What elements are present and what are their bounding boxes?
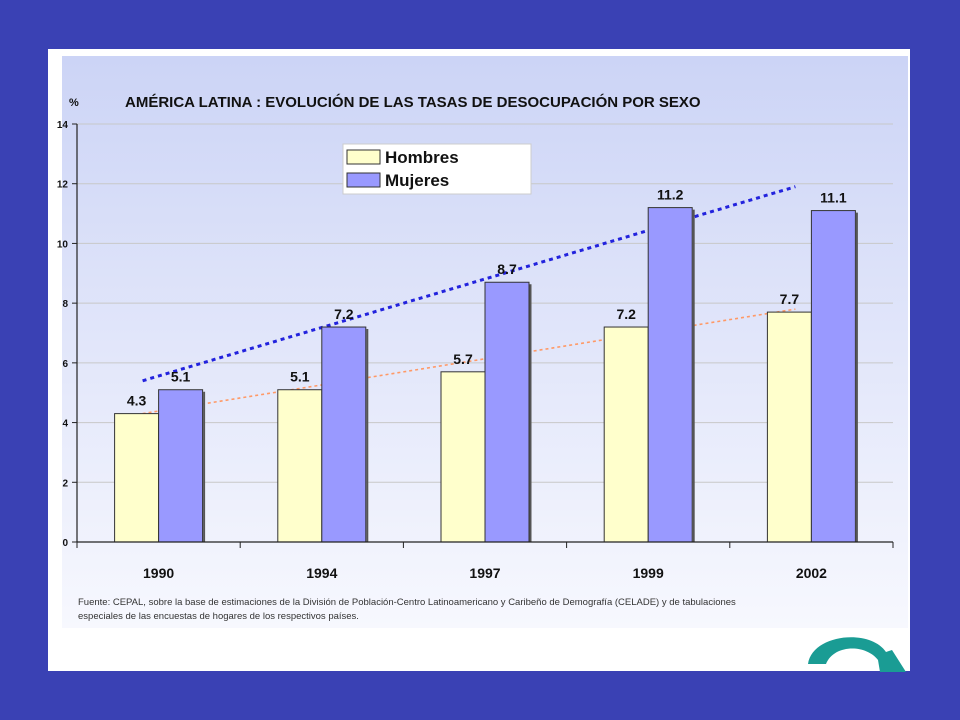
data-label-hombres: 5.7 bbox=[453, 351, 473, 367]
bar-hombres bbox=[766, 311, 812, 543]
y-axis-unit-label: % bbox=[69, 97, 79, 109]
legend-label-hombres: Hombres bbox=[385, 148, 459, 167]
y-tick-label: 2 bbox=[62, 478, 68, 489]
data-label-mujeres: 7.2 bbox=[334, 306, 354, 322]
y-tick-label: 14 bbox=[57, 120, 69, 131]
data-label-hombres: 7.2 bbox=[616, 306, 636, 322]
trendlines bbox=[142, 185, 796, 415]
bar-hombres bbox=[114, 413, 160, 543]
bar-hombres bbox=[440, 371, 486, 543]
legend-label-mujeres: Mujeres bbox=[385, 171, 449, 190]
x-category-label: 1997 bbox=[469, 565, 500, 581]
data-label-hombres: 5.1 bbox=[290, 369, 310, 385]
data-label-hombres: 4.3 bbox=[127, 393, 147, 409]
chart-title: AMÉRICA LATINA : EVOLUCIÓN DE LAS TASAS … bbox=[125, 93, 701, 111]
x-category-label: 1994 bbox=[306, 565, 337, 581]
next-arrow-shape bbox=[808, 637, 906, 672]
trendline-hombres bbox=[142, 308, 796, 415]
legend-swatch-hombres bbox=[346, 149, 381, 165]
x-category-label: 1990 bbox=[143, 565, 174, 581]
y-tick-label: 10 bbox=[57, 239, 69, 250]
curved-arrow-next-icon[interactable] bbox=[800, 626, 908, 678]
bar-mujeres bbox=[810, 210, 856, 543]
data-labels: 4.3 5.1 5.1 7.2 5.7 8.7 7.2 11.2 7.7 11.1 bbox=[127, 187, 847, 409]
data-label-hombres: 7.7 bbox=[780, 291, 800, 307]
bar-hombres bbox=[603, 326, 649, 543]
y-tick-label: 0 bbox=[62, 538, 68, 549]
trendline-mujeres bbox=[142, 185, 796, 383]
data-label-mujeres: 11.1 bbox=[820, 190, 847, 206]
data-label-mujeres: 8.7 bbox=[497, 261, 517, 277]
source-note-line-2: especiales de las encuestas de hogares d… bbox=[78, 611, 359, 622]
source-note-line-1: Fuente: CEPAL, sobre la base de estimaci… bbox=[78, 597, 736, 608]
bars bbox=[114, 207, 858, 543]
axes: 0 2 4 6 8 10 12 14 1990 1994 1997 1999 2002 bbox=[57, 120, 894, 581]
bar-mujeres bbox=[158, 389, 204, 543]
data-label-mujeres: 11.2 bbox=[657, 187, 684, 203]
bar-mujeres bbox=[321, 326, 367, 543]
y-tick-label: 6 bbox=[62, 359, 68, 370]
source-note: Fuente: CEPAL, sobre la base de estimaci… bbox=[78, 596, 838, 624]
bar-mujeres bbox=[484, 281, 530, 543]
bar-mujeres bbox=[647, 207, 693, 543]
y-tick-label: 8 bbox=[62, 299, 68, 310]
data-label-mujeres: 5.1 bbox=[171, 369, 191, 385]
y-tick-label: 12 bbox=[57, 180, 69, 191]
bar-hombres bbox=[277, 389, 323, 543]
y-tick-label: 4 bbox=[62, 419, 68, 430]
x-category-label: 2002 bbox=[796, 565, 827, 581]
legend-swatch-mujeres bbox=[346, 172, 381, 188]
legend: Hombres Mujeres bbox=[342, 143, 532, 195]
x-category-label: 1999 bbox=[633, 565, 664, 581]
